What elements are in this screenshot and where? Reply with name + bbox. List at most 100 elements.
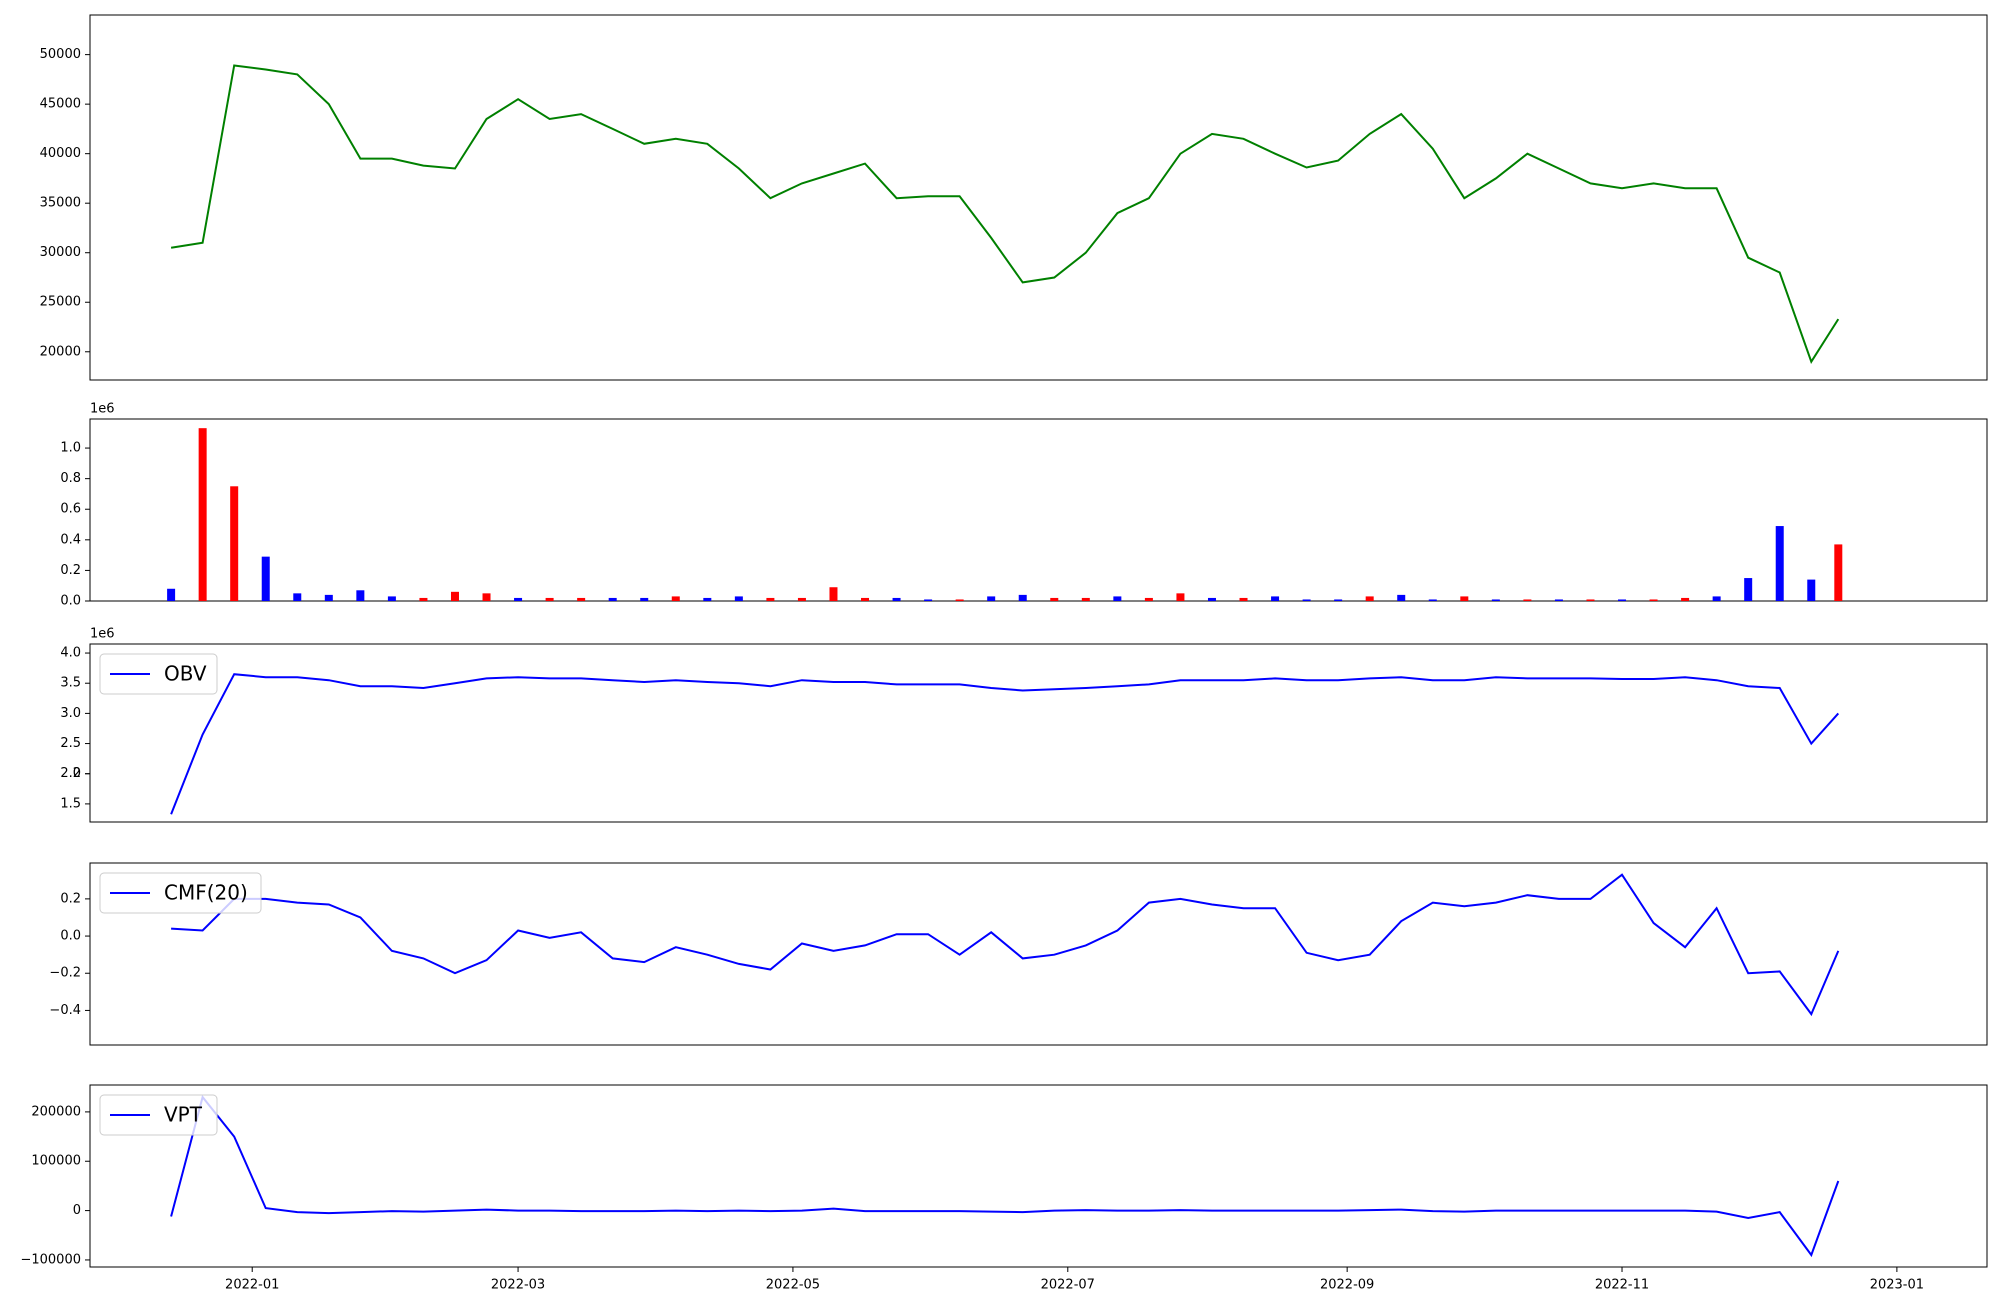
volume-bar [1523, 599, 1532, 601]
line [170, 673, 1840, 815]
volume-bar [1428, 599, 1437, 601]
y-tick-label: 0.2 [60, 563, 81, 578]
volume-bar [1586, 599, 1595, 601]
volume-bar [167, 588, 176, 601]
volume-bar [797, 597, 806, 601]
x-tick-label: 2023-01 [1870, 1278, 1924, 1293]
panel-frame [89, 862, 1988, 1046]
panel-frame [89, 418, 1988, 602]
volume-bar [987, 596, 996, 601]
y-tick-label: 2 [73, 766, 81, 781]
volume-bar [734, 596, 743, 601]
volume-bar [1144, 597, 1153, 601]
volume-bar [1050, 597, 1059, 601]
y-tick-label: 2.5 [60, 736, 81, 751]
volume-bar [1807, 579, 1816, 601]
volume-bar [829, 587, 838, 601]
volume-bar [1081, 597, 1090, 601]
volume-bar [703, 597, 712, 601]
line [170, 1094, 1840, 1258]
y-tick-label: 1.5 [60, 796, 81, 811]
y-tick-label: 25000 [40, 295, 81, 310]
volume-bar [1744, 578, 1753, 601]
volume-bar [1775, 526, 1784, 601]
y-tick-label: 30000 [40, 245, 81, 260]
volume-bar [892, 597, 901, 601]
y-offset-label: 1e6 [90, 402, 115, 417]
x-tick-label: 2022-09 [1320, 1278, 1374, 1293]
volume-bar [1176, 593, 1185, 601]
y-tick-label: 0.4 [60, 532, 81, 547]
volume-bar [608, 597, 617, 601]
volume-bar [387, 596, 396, 601]
y-tick-label: −0.2 [49, 966, 81, 981]
volume-bar [766, 597, 775, 601]
volume-bar [545, 597, 554, 601]
volume-bar [1113, 596, 1122, 601]
volume-bar [1239, 597, 1248, 601]
volume-bar [1397, 594, 1406, 601]
line [171, 873, 1840, 1017]
volume-bar [671, 596, 680, 601]
volume-bar [261, 556, 270, 601]
volume-bar [514, 597, 523, 601]
volume-bar [198, 428, 207, 601]
y-tick-label: 2.0 [60, 766, 81, 781]
volume-bar [1302, 599, 1311, 601]
legend-label: VPT [164, 1103, 203, 1127]
volume-bar [450, 591, 459, 601]
y-offset-label: 1e6 [90, 627, 115, 642]
volume-bar [1649, 599, 1658, 601]
x-tick-label: 2022-01 [225, 1278, 279, 1293]
y-tick-label: 3.0 [60, 706, 81, 721]
volume-bar [1491, 599, 1500, 601]
volume-bar [640, 597, 649, 601]
volume-bar [577, 597, 586, 601]
volume-bar [1554, 599, 1563, 601]
volume-bar [1834, 544, 1843, 601]
volume-bar [482, 593, 491, 601]
volume-bar [324, 594, 333, 601]
y-tick-label: 0.6 [60, 502, 81, 517]
volume-bar [1618, 599, 1627, 601]
y-tick-label: 0.2 [60, 891, 81, 906]
volume-bar [955, 599, 964, 601]
x-tick-label: 2022-07 [1041, 1278, 1095, 1293]
y-tick-label: 1.0 [60, 441, 81, 456]
x-tick-label: 2022-11 [1595, 1278, 1649, 1293]
y-tick-label: 45000 [40, 97, 81, 112]
y-tick-label: 3.5 [60, 676, 81, 691]
volume-bar [1334, 599, 1343, 601]
y-tick-label: −0.4 [49, 1003, 81, 1018]
y-tick-label: 20000 [40, 344, 81, 359]
legend-label: CMF(20) [164, 881, 248, 905]
x-tick-label: 2022-03 [491, 1278, 545, 1293]
volume-bar [1018, 594, 1027, 601]
line [170, 64, 1840, 364]
y-tick-label: 35000 [40, 196, 81, 211]
legend-label: OBV [164, 662, 207, 686]
y-tick-label: −100000 [20, 1252, 81, 1267]
panel-frame [89, 1084, 1988, 1268]
y-tick-label: 0 [73, 1203, 81, 1218]
legend-box [99, 872, 262, 914]
volume-bar [419, 597, 428, 601]
volume-bar [1271, 596, 1280, 601]
volume-bar [356, 590, 365, 601]
y-tick-label: 0.0 [60, 929, 81, 944]
panel-frame [89, 14, 1988, 381]
volume-bar [924, 599, 933, 601]
y-tick-label: 50000 [40, 47, 81, 62]
y-tick-label: 200000 [31, 1104, 81, 1119]
volume-bar [861, 597, 870, 601]
legend-box [99, 653, 218, 695]
volume-bar [1681, 597, 1690, 601]
panel-frame [89, 643, 1988, 823]
legend-box [99, 1094, 218, 1136]
volume-bar [1712, 596, 1721, 601]
x-tick-label: 2022-05 [766, 1278, 820, 1293]
y-tick-label: 4.0 [60, 646, 81, 661]
volume-bar [1365, 596, 1374, 601]
